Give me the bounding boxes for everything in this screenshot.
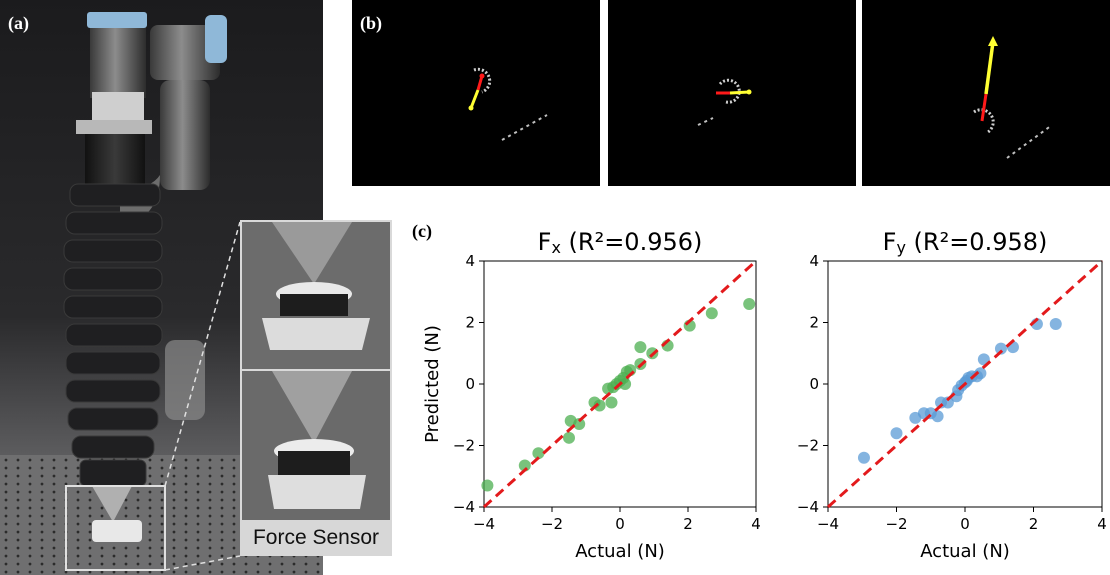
- fx-ytick-label: 4: [465, 252, 475, 270]
- force-sensor-inset-top: [240, 220, 392, 371]
- fy-xtick-label: −4: [817, 515, 839, 533]
- fx-ytick-label: −2: [453, 437, 475, 455]
- fx-xlabel: Actual (N): [575, 541, 665, 562]
- fx-data-point: [563, 431, 575, 444]
- fy-data-point: [1049, 318, 1062, 331]
- fy-ytick-label: −2: [797, 437, 819, 455]
- fx-data-point: [705, 307, 718, 320]
- fx-data-point: [573, 417, 586, 430]
- marker-image-1: [468, 67, 548, 141]
- fx-ytick-label: 2: [465, 314, 475, 332]
- fy-data-point: [974, 367, 987, 380]
- marker-image-3: [973, 36, 1053, 159]
- fy-data-point: [857, 451, 870, 464]
- camera-frame-2: [608, 0, 856, 186]
- camera-frame-1: [352, 0, 600, 186]
- fx-xtick-label: 2: [683, 515, 693, 533]
- fx-xtick-label: −2: [541, 515, 563, 533]
- fx-ytick-label: 0: [465, 375, 475, 393]
- panel-label-a: (a): [8, 13, 29, 33]
- fy-xtick-label: 0: [960, 515, 970, 533]
- fx-data-point: [593, 399, 606, 412]
- fx-data-point: [743, 298, 756, 311]
- fx-xtick-label: 0: [615, 515, 625, 533]
- fx-ytick-label: −4: [453, 498, 475, 516]
- fx-data-point: [532, 447, 545, 460]
- force-sensor-inset-bottom: [240, 369, 392, 522]
- fy-identity-line: [826, 259, 1104, 509]
- fy-ytick-label: 2: [809, 314, 819, 332]
- fy-ytick-label: 4: [809, 252, 819, 270]
- fx-xtick-label: 4: [751, 515, 761, 533]
- fy-xtick-label: 2: [1029, 515, 1039, 533]
- sensor-closeup-1: [242, 222, 390, 369]
- fx-data-point: [481, 479, 494, 492]
- force-sensor-caption: Force Sensor: [240, 520, 392, 556]
- fy-title: Fy (R²=0.958): [883, 228, 1048, 257]
- fx-data-point: [605, 396, 618, 409]
- fx-data-point: [518, 459, 531, 472]
- fy-ytick-label: 0: [809, 375, 819, 393]
- fy-ytick-label: −4: [797, 498, 819, 516]
- panel-label-c: (c): [412, 221, 432, 241]
- fx-data-point: [634, 341, 647, 354]
- fy-data-point: [931, 410, 944, 423]
- fx-data-point: [619, 378, 632, 390]
- fx-title: Fx (R²=0.956): [538, 228, 703, 257]
- fy-data-point: [994, 342, 1007, 355]
- camera-frame-3: [862, 0, 1110, 186]
- fy-data-point: [890, 427, 903, 440]
- panel-label-b: (b): [360, 13, 382, 33]
- fx-ylabel: Predicted (N): [422, 325, 443, 443]
- fy-xtick-label: 4: [1097, 515, 1107, 533]
- fy-data-point: [941, 396, 954, 409]
- sensor-closeup-2: [242, 371, 390, 520]
- fx-identity-line: [482, 259, 758, 509]
- fy-xtick-label: −2: [885, 515, 907, 533]
- marker-image-2: [697, 78, 752, 126]
- fx-xtick-label: −4: [473, 515, 495, 533]
- fy-xlabel: Actual (N): [920, 541, 1010, 562]
